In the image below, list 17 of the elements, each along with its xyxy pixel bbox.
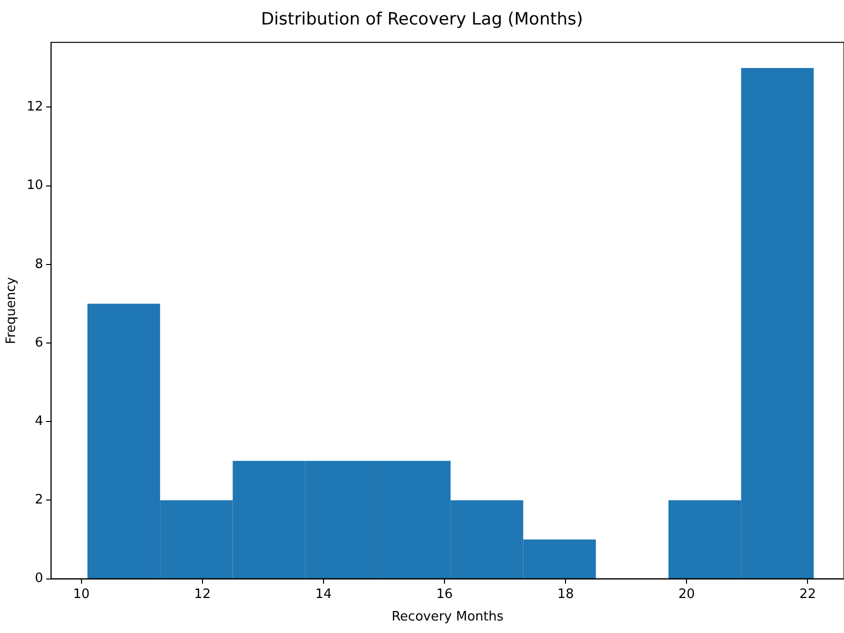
x-tick-label: 22	[799, 586, 816, 602]
x-tick-label: 20	[678, 586, 695, 602]
y-tick-label: 12	[26, 100, 44, 115]
x-tick-label: 14	[315, 586, 332, 602]
x-tick-label: 10	[73, 586, 90, 602]
x-tick-label: 16	[436, 586, 453, 602]
y-tick-label: 10	[26, 178, 44, 194]
y-axis-title: Frequency	[4, 276, 20, 344]
y-tick-label: 2	[34, 492, 44, 508]
x-axis-title: Recovery Months	[392, 610, 504, 625]
x-tick-label: 12	[194, 586, 211, 602]
y-tick-label: 8	[34, 256, 44, 272]
y-tick-label: 0	[34, 571, 44, 586]
y-tick-label: 4	[34, 414, 44, 429]
chart-title: Distribution of Recovery Lag (Months)	[260, 10, 584, 30]
y-tick-label: 6	[34, 335, 44, 350]
x-tick-label: 18	[557, 586, 574, 602]
